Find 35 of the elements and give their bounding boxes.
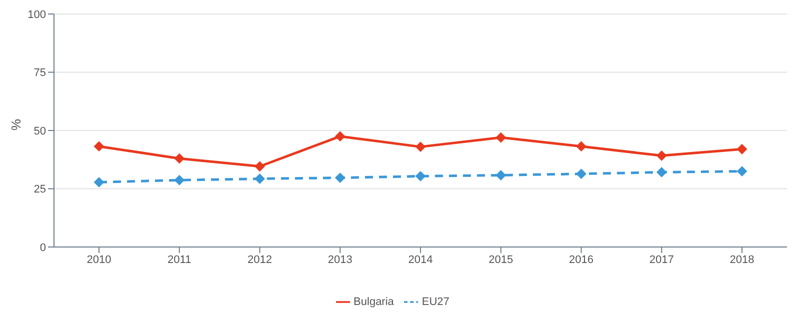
x-tick-label: 2013 (328, 254, 352, 266)
point (254, 161, 265, 172)
point (656, 150, 667, 161)
x-tick-label: 2012 (248, 254, 272, 266)
point (496, 132, 506, 142)
point (335, 172, 346, 183)
x-tick-label: 2017 (649, 254, 674, 266)
y-axis-title: % (8, 118, 24, 130)
y-tick-label: 25 (34, 184, 46, 196)
point (416, 142, 426, 152)
point (94, 177, 104, 188)
point (496, 170, 506, 180)
point (254, 174, 265, 184)
point (737, 166, 747, 176)
point (94, 141, 104, 152)
point (335, 131, 346, 142)
point (737, 144, 747, 154)
x-tick-label: 2018 (730, 254, 754, 266)
y-tick-label: 75 (34, 67, 46, 80)
y-tick-label: 100 (28, 8, 46, 21)
x-tick-label: 2014 (408, 254, 433, 266)
point (576, 141, 586, 152)
legend-label: Bulgaria (354, 296, 394, 308)
x-tick-label: 2016 (569, 254, 594, 266)
x-tick-label: 2010 (86, 254, 112, 266)
point (416, 171, 426, 182)
point (174, 153, 184, 164)
y-tick-label: 0 (40, 242, 46, 254)
point (174, 175, 184, 186)
legend-label: EU27 (422, 296, 450, 308)
point (656, 167, 667, 178)
y-tick-label: 50 (34, 125, 46, 138)
point (576, 168, 586, 179)
x-tick-label: 2015 (488, 254, 514, 266)
x-tick-label: 2011 (168, 254, 192, 266)
